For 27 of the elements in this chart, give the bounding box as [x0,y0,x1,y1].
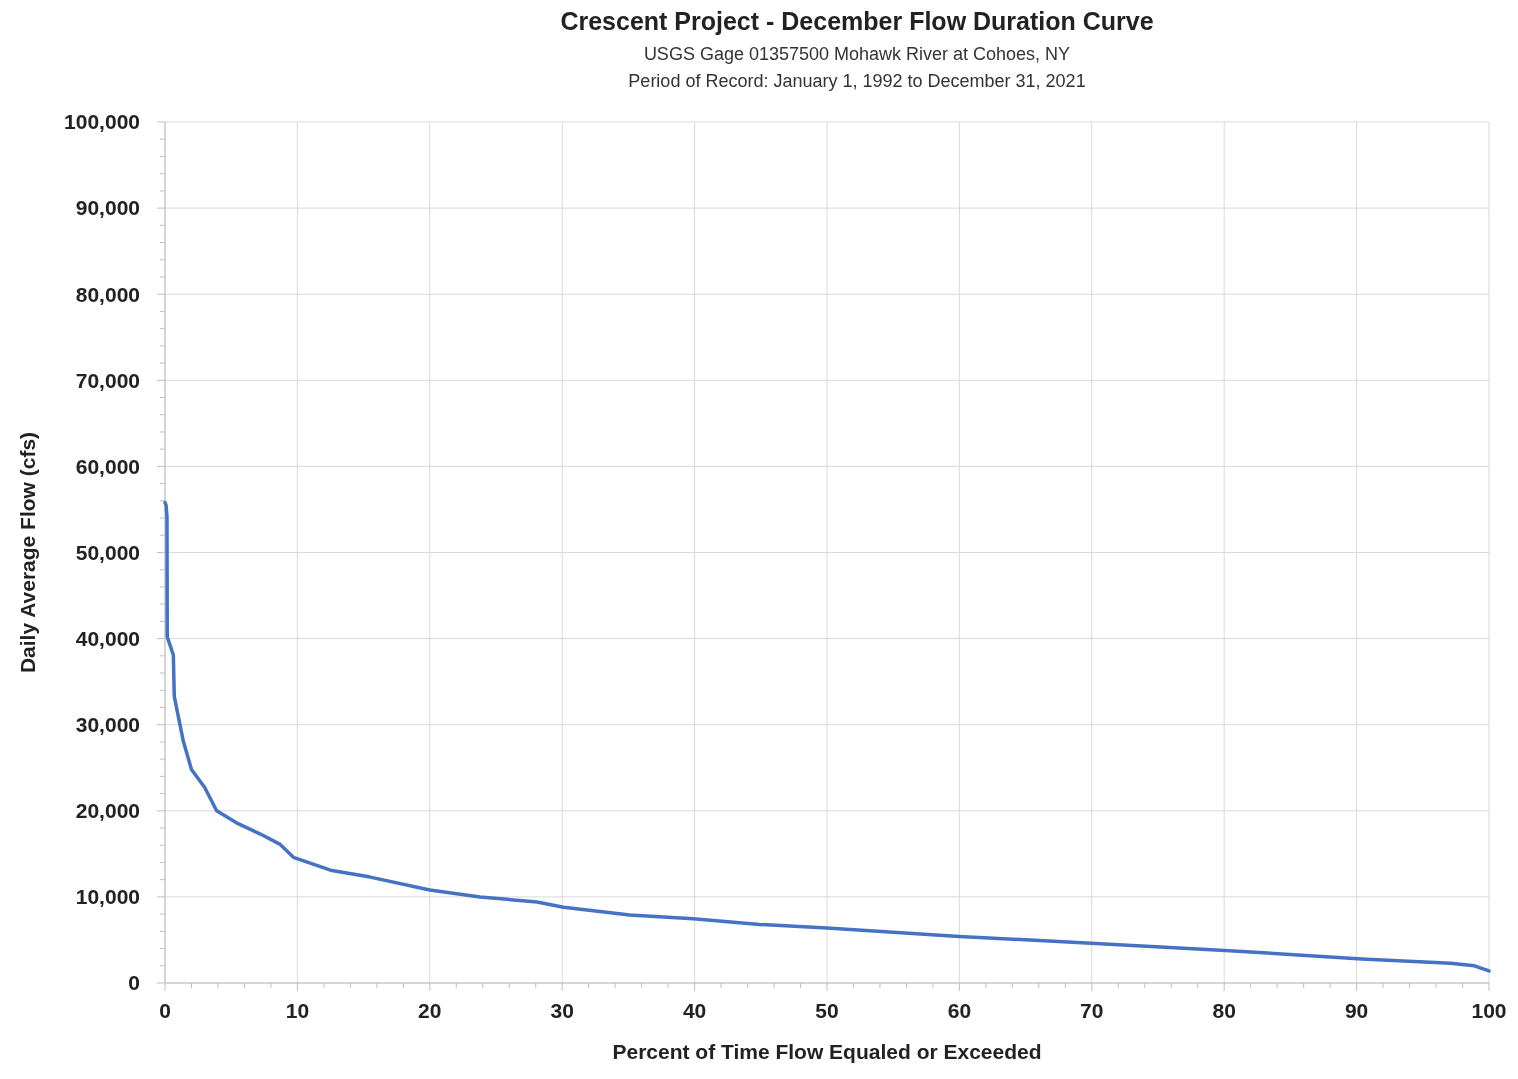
x-tick-label: 30 [550,999,574,1022]
x-tick-label: 80 [1212,999,1236,1022]
y-tick-label: 90,000 [75,196,140,220]
y-tick-label: 10,000 [75,885,140,909]
y-tick-label: 0 [128,971,140,995]
x-tick-label: 10 [285,999,310,1022]
y-tick-label: 80,000 [75,282,140,306]
y-axis-title: Daily Average Flow (cfs) [16,431,39,674]
x-tick-label: 90 [1344,999,1369,1022]
y-tick-label: 70,000 [75,368,140,392]
y-tick-label: 20,000 [75,799,140,823]
chart-subtitle: USGS Gage 01357500 Mohawk River at Cohoes, NY Period of Record: January 1, 1992 to December 31, 2021 [628,44,1086,91]
x-tick-label: 100 [1471,999,1507,1022]
x-tick-label: 60 [947,999,972,1022]
chart-title: Crescent Project - December Flow Duration Curve [560,7,1154,35]
x-tick-label: 40 [682,999,707,1022]
line-series [163,500,1491,973]
x-axis-title: Percent of Time Flow Equaled or Exceeded [612,1040,1042,1063]
x-tick-label: 50 [815,999,839,1022]
y-tick-label: 50,000 [75,540,140,564]
x-tick-label: 20 [418,999,442,1022]
y-tick-label: 60,000 [75,454,140,478]
x-tick-label: 0 [159,999,171,1022]
y-tick-label: 40,000 [75,626,140,650]
x-tick-label: 70 [1080,999,1104,1022]
y-tick-label: 30,000 [75,713,140,737]
y-tick-label: 100,000 [64,110,140,134]
